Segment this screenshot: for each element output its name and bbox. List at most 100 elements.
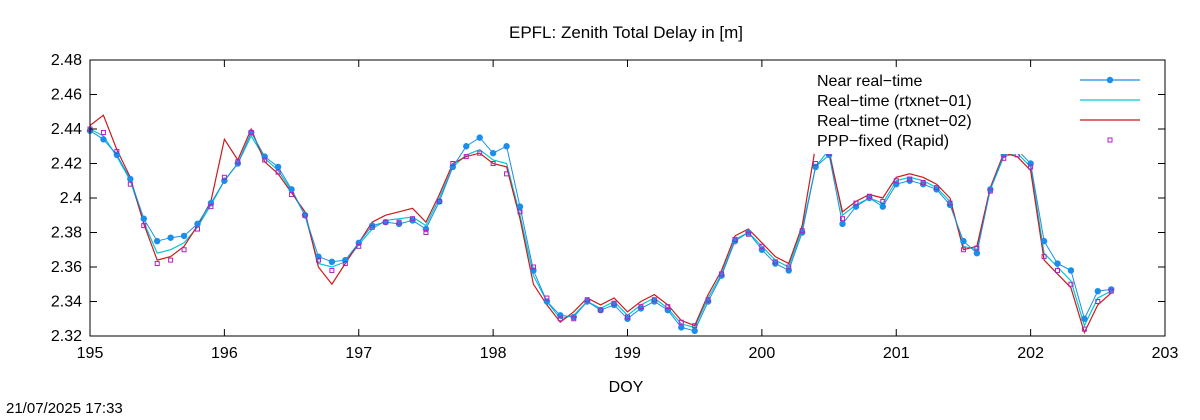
data-point bbox=[490, 161, 496, 166]
data-point bbox=[1081, 326, 1087, 332]
data-point bbox=[947, 200, 953, 206]
data-point bbox=[221, 174, 227, 180]
data-point bbox=[651, 297, 657, 303]
data-point bbox=[167, 234, 174, 241]
data-point bbox=[705, 297, 711, 303]
y-tick-label: 2.4 bbox=[60, 190, 82, 207]
data-point bbox=[879, 203, 887, 210]
data-point bbox=[369, 224, 375, 230]
data-point bbox=[342, 261, 348, 267]
data-point bbox=[1001, 155, 1007, 161]
data-point bbox=[503, 143, 510, 150]
chart-title: EPFL: Zenith Total Delay in [m] bbox=[509, 23, 743, 42]
data-point bbox=[516, 203, 524, 210]
legend-label: Near real−time bbox=[817, 73, 922, 90]
data-point bbox=[180, 232, 188, 240]
data-point bbox=[974, 245, 980, 251]
data-point bbox=[893, 178, 899, 184]
data-point bbox=[181, 247, 187, 253]
data-point bbox=[328, 258, 336, 266]
data-point bbox=[530, 264, 536, 270]
data-point bbox=[141, 223, 147, 229]
data-point bbox=[1055, 267, 1060, 273]
data-point bbox=[611, 300, 617, 306]
x-tick-label: 197 bbox=[345, 345, 372, 362]
data-point bbox=[383, 219, 389, 225]
data-point bbox=[920, 179, 926, 185]
y-tick-label: 2.48 bbox=[51, 52, 82, 69]
data-point bbox=[1040, 237, 1048, 245]
data-point bbox=[194, 220, 201, 228]
data-point bbox=[840, 216, 845, 222]
legend-swatch-point bbox=[1106, 76, 1114, 84]
data-point bbox=[571, 316, 577, 322]
data-point bbox=[504, 171, 510, 177]
data-point bbox=[140, 215, 147, 222]
data-point bbox=[678, 319, 684, 325]
series-rtxnet02 bbox=[89, 114, 1112, 335]
data-point bbox=[423, 230, 429, 235]
data-point bbox=[759, 243, 765, 249]
data-point bbox=[678, 324, 685, 331]
x-tick-label: 203 bbox=[1152, 345, 1179, 362]
y-tick-label: 2.42 bbox=[51, 156, 82, 173]
data-point bbox=[489, 149, 497, 157]
data-point bbox=[450, 161, 456, 166]
data-point bbox=[274, 163, 282, 171]
y-tick-label: 2.34 bbox=[51, 294, 82, 311]
data-point bbox=[1067, 267, 1075, 274]
data-point bbox=[638, 304, 644, 310]
data-point bbox=[289, 192, 295, 198]
series-near_realtime bbox=[86, 127, 1115, 335]
data-point bbox=[410, 216, 415, 222]
zenith-total-delay-chart: EPFL: Zenith Total Delay in [m] 195 196 19… bbox=[51, 23, 1179, 396]
data-point bbox=[463, 143, 470, 150]
data-point bbox=[100, 129, 106, 135]
data-point bbox=[1094, 287, 1102, 295]
data-point bbox=[463, 154, 469, 160]
x-tick-label: 199 bbox=[614, 345, 641, 362]
data-point bbox=[1028, 164, 1034, 170]
y-tick-label: 2.38 bbox=[51, 225, 82, 242]
data-point bbox=[127, 181, 133, 187]
legend-label: PPP−fixed (Rapid) bbox=[817, 133, 949, 150]
data-point bbox=[476, 134, 483, 141]
x-tick-label: 195 bbox=[77, 345, 104, 362]
data-point bbox=[114, 148, 120, 154]
data-point bbox=[302, 212, 308, 218]
data-point bbox=[598, 307, 604, 313]
x-tick-label: 196 bbox=[211, 345, 238, 362]
data-point bbox=[262, 157, 268, 163]
series-line bbox=[89, 114, 1112, 335]
data-point bbox=[100, 136, 107, 143]
series-ppp_fixed bbox=[87, 126, 1114, 332]
data-point bbox=[208, 204, 214, 210]
data-point bbox=[153, 237, 161, 245]
data-point bbox=[973, 250, 981, 257]
data-point bbox=[799, 228, 805, 234]
data-point bbox=[477, 150, 483, 156]
data-point bbox=[557, 316, 563, 322]
data-point bbox=[732, 236, 738, 242]
x-tick-label: 198 bbox=[480, 345, 507, 362]
y-tick-label: 2.36 bbox=[51, 259, 82, 276]
x-tick-label: 202 bbox=[1017, 345, 1044, 362]
timestamp-footer: 21/07/2025 17:33 bbox=[6, 400, 123, 417]
y-tick-label: 2.32 bbox=[51, 328, 82, 345]
data-point bbox=[625, 314, 630, 320]
data-point bbox=[691, 327, 698, 335]
data-point bbox=[436, 198, 442, 204]
data-point bbox=[880, 198, 886, 204]
data-point bbox=[665, 304, 671, 310]
data-point bbox=[1068, 281, 1074, 287]
legend: Near real−time Real−time (rtxnet−01) Real−… bbox=[814, 70, 1150, 154]
data-point bbox=[745, 231, 751, 237]
y-tick-label: 2.44 bbox=[51, 121, 82, 138]
data-point bbox=[786, 264, 792, 270]
legend-label: Real−time (rtxnet−02) bbox=[817, 113, 972, 130]
data-point bbox=[853, 200, 859, 206]
data-point bbox=[987, 188, 993, 194]
y-tick-label: 2.46 bbox=[51, 87, 82, 104]
data-point bbox=[288, 186, 295, 193]
data-point bbox=[934, 185, 940, 191]
